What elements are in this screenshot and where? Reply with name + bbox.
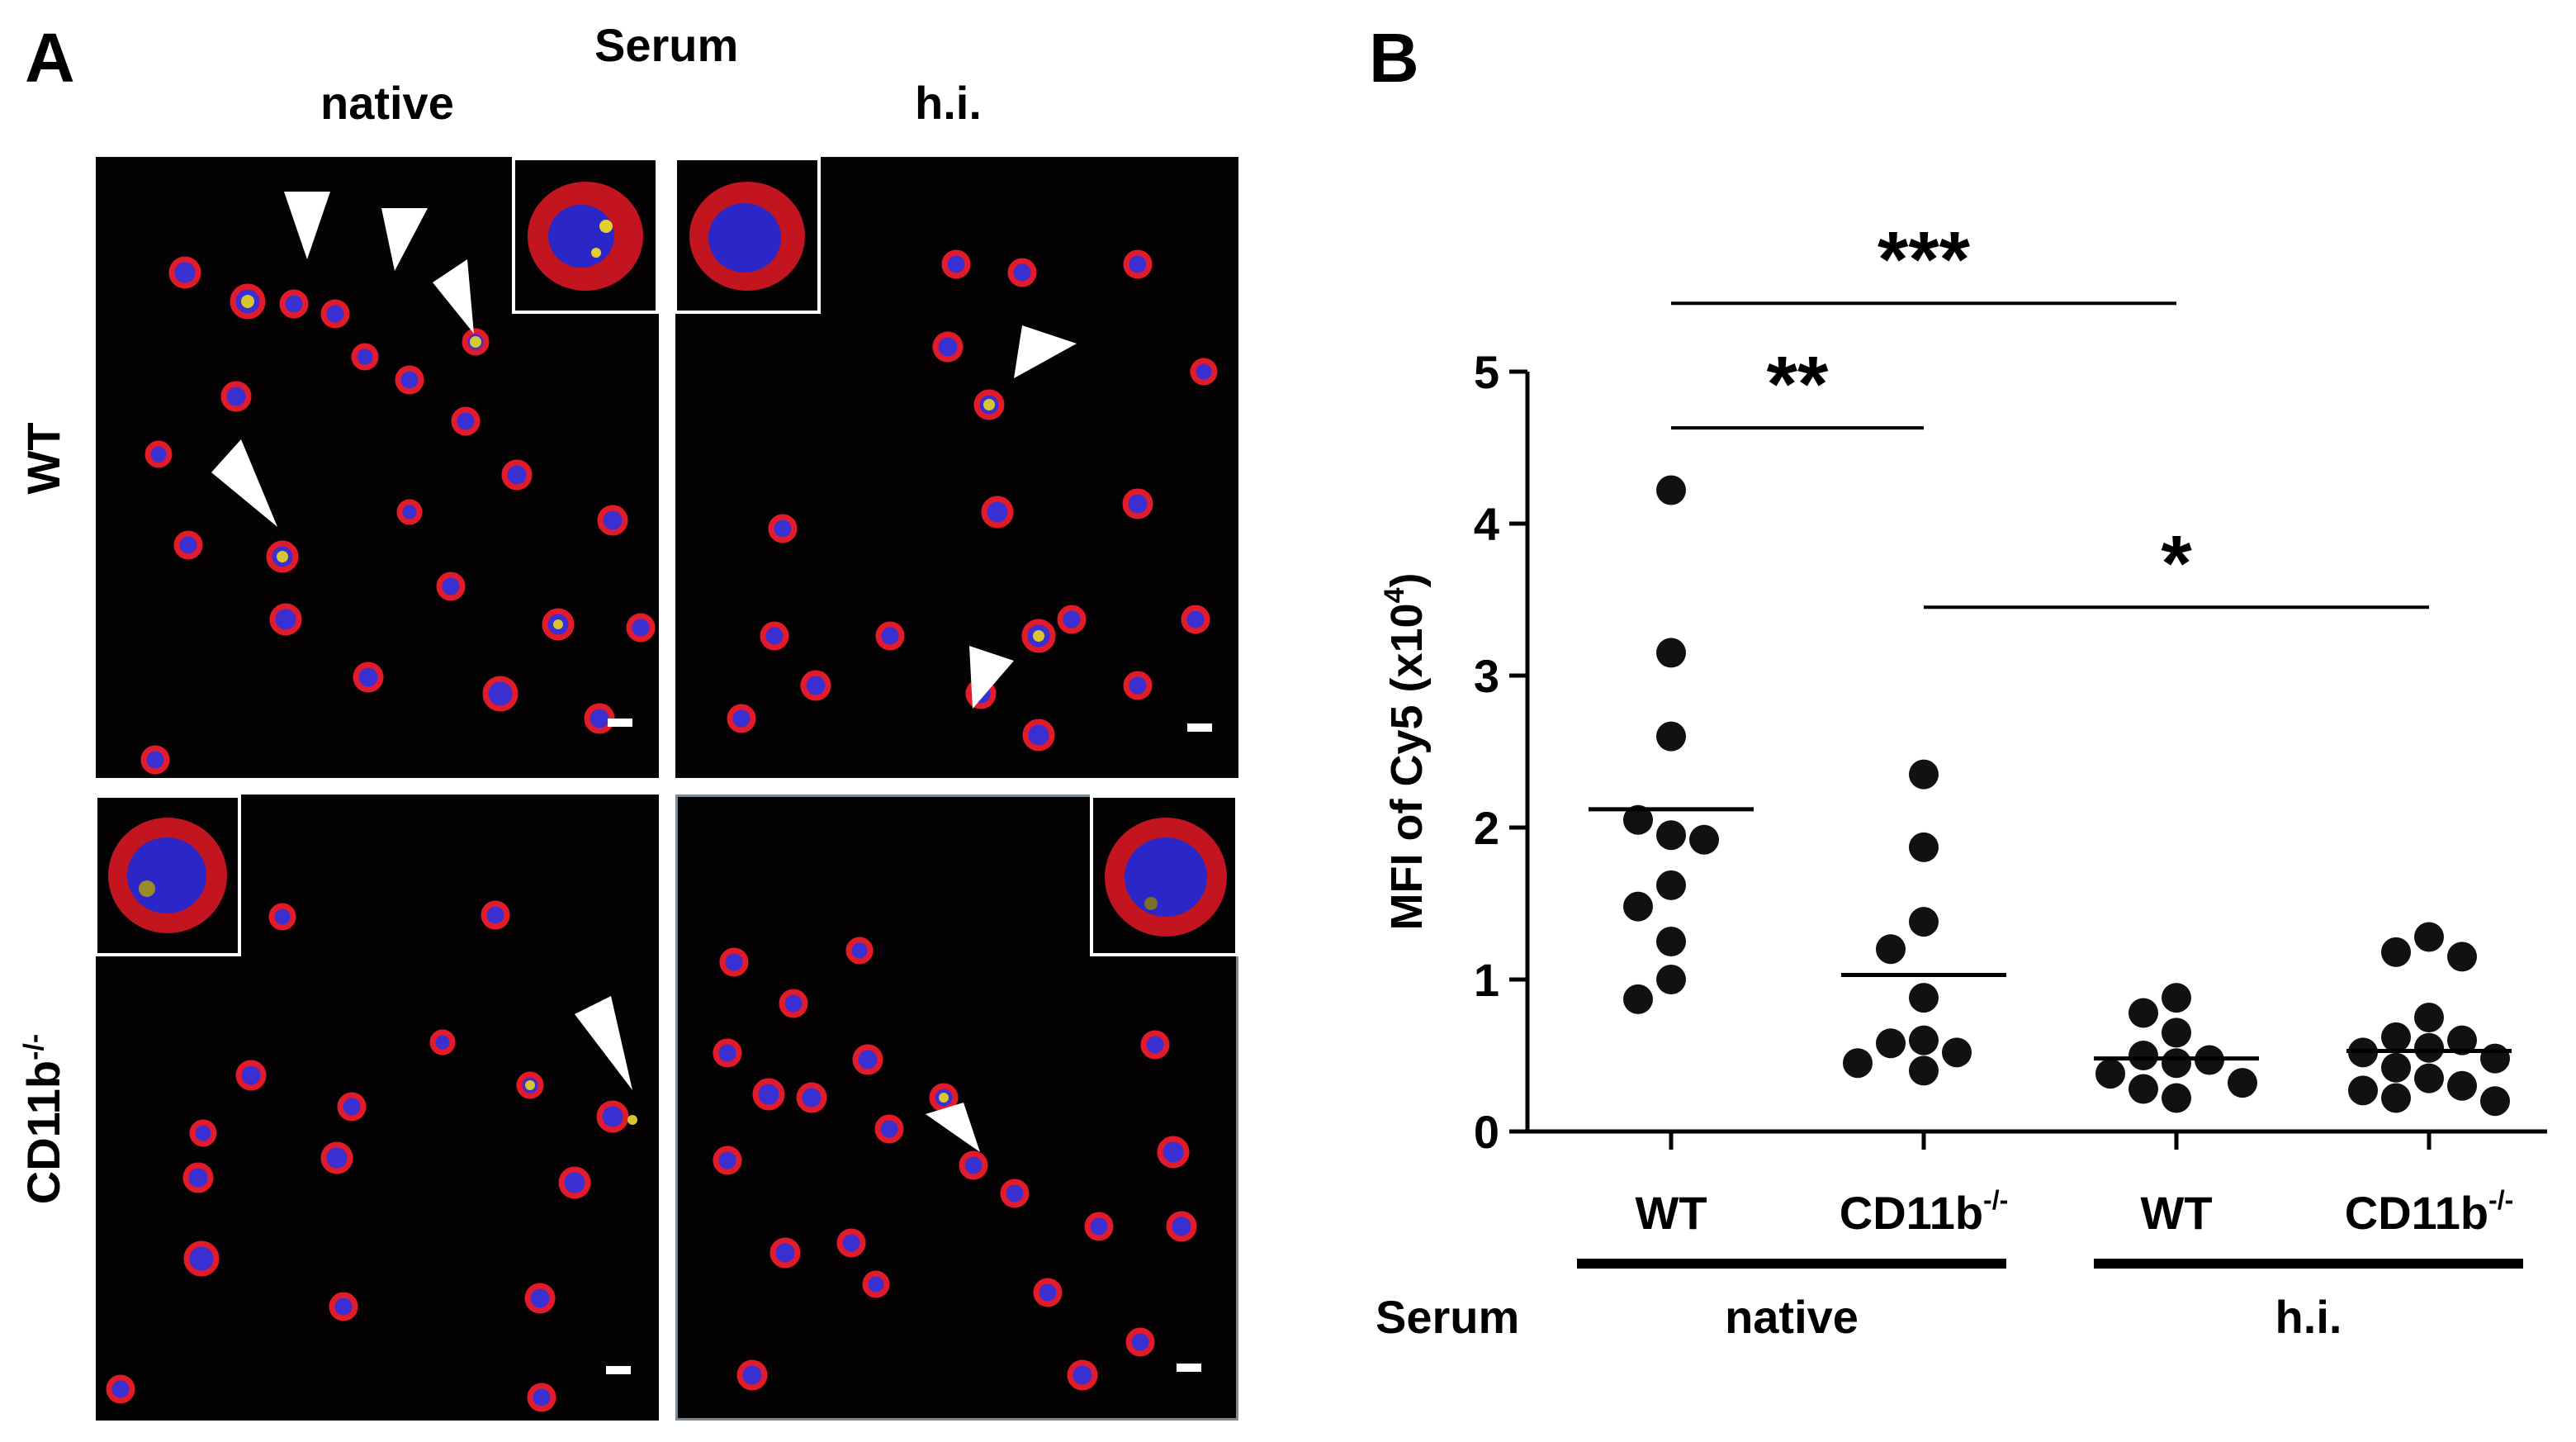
data-point (2348, 1075, 2378, 1106)
data-point (1656, 475, 1686, 505)
data-point (2414, 1063, 2444, 1093)
x-category-label-main: WT (2140, 1187, 2212, 1239)
data-point (2228, 1068, 2257, 1098)
data-point (1689, 824, 1719, 855)
row-label-cd11b-sup: -/- (18, 1033, 50, 1060)
data-point (1909, 832, 1939, 862)
data-point (2381, 1022, 2411, 1052)
data-point (2129, 1074, 2158, 1104)
column-label-hi: h.i. (915, 77, 982, 129)
cells-cd11b-hi (713, 937, 1201, 1391)
data-point (1656, 820, 1686, 851)
group-label: h.i. (2275, 1291, 2342, 1343)
data-point (1843, 1048, 1873, 1079)
row-label-cd11b: CD11b-/- (17, 1008, 74, 1231)
data-point (2381, 937, 2411, 967)
y-tick-label: 2 (1474, 802, 1499, 854)
data-point (2414, 922, 2444, 952)
group-row-label: Serum (1376, 1291, 1519, 1343)
inset-wt-hi (674, 157, 821, 314)
data-point (1656, 870, 1686, 900)
data-point (2162, 1048, 2191, 1079)
x-category-label-sup: -/- (2488, 1185, 2513, 1215)
panel-b-letter: B (1369, 19, 1419, 97)
cells-cd11b-native (106, 900, 637, 1412)
y-tick-label: 3 (1474, 650, 1499, 702)
data-point (1876, 934, 1906, 965)
data-point (2162, 983, 2191, 1013)
data-point (1656, 965, 1686, 994)
data-point (1909, 983, 1939, 1013)
y-axis-label-main: MFI of Cy5 (x10 (1382, 603, 1432, 930)
data-point (2447, 1025, 2477, 1055)
x-category-label-main: CD11b (1840, 1187, 1983, 1239)
data-point (1909, 907, 1939, 937)
data-point (2381, 1052, 2411, 1083)
x-category-label: CD11b-/- (1840, 1185, 2009, 1239)
data-point (1656, 638, 1686, 668)
y-tick-label: 5 (1474, 346, 1499, 398)
x-category-label: WT (1635, 1187, 1707, 1239)
y-tick-label: 0 (1474, 1106, 1499, 1158)
inset-cell-wt-native (528, 182, 643, 291)
data-point (1942, 1037, 1972, 1068)
data-point (2447, 942, 2477, 972)
serum-header: Serum (594, 19, 739, 71)
inset-cell-wt-hi (689, 182, 805, 291)
row-label-cd11b-main: CD11b (17, 1060, 69, 1205)
significance-label: * (2161, 519, 2192, 608)
x-category-label: CD11b-/- (2345, 1185, 2514, 1239)
data-point (2095, 1059, 2125, 1089)
data-point (1909, 759, 1939, 790)
data-point (1909, 1055, 1939, 1086)
data-point (1876, 1028, 1906, 1059)
data-point (2447, 1070, 2477, 1101)
data-point (1909, 1025, 1939, 1055)
panel-a-letter: A (25, 19, 75, 97)
inset-cd11b-native (94, 795, 241, 956)
data-point (1623, 984, 1653, 1014)
group-label: native (1725, 1291, 1859, 1343)
data-point (2129, 998, 2158, 1028)
inset-cell-cd11b-hi (1105, 818, 1227, 937)
y-axis-label-sup: 4 (1379, 587, 1410, 603)
y-tick-label: 4 (1474, 498, 1499, 550)
x-category-label-sup: -/- (1983, 1185, 2008, 1215)
data-point (2414, 1003, 2444, 1032)
y-tick-label: 1 (1474, 954, 1499, 1006)
data-point (2381, 1083, 2411, 1113)
significance-label: ** (1767, 340, 1829, 429)
row-label-wt: WT (17, 422, 69, 495)
data-point (2480, 1086, 2510, 1117)
data-point (2414, 1032, 2444, 1063)
inset-cd11b-hi (1090, 795, 1238, 956)
x-category-label-main: CD11b (2345, 1187, 2488, 1239)
y-axis-label: MFI of Cy5 (x104) (1379, 573, 1432, 931)
data-point (1656, 927, 1686, 956)
inset-cell-cd11b-native (108, 818, 227, 933)
inset-wt-native (512, 157, 659, 314)
data-point (2162, 1017, 2191, 1048)
column-label-native: native (320, 77, 454, 129)
data-point (2480, 1043, 2510, 1074)
significance-label: *** (1878, 216, 1971, 304)
cells-wt-hi (727, 249, 1218, 752)
data-point (2129, 1041, 2158, 1070)
data-point (1623, 891, 1653, 922)
x-category-label-main: WT (1635, 1187, 1707, 1239)
data-point (1656, 721, 1686, 752)
data-point (1623, 804, 1653, 835)
y-axis-label-close: ) (1382, 573, 1432, 588)
x-category-label: WT (2140, 1187, 2212, 1239)
data-point (2162, 1083, 2191, 1113)
